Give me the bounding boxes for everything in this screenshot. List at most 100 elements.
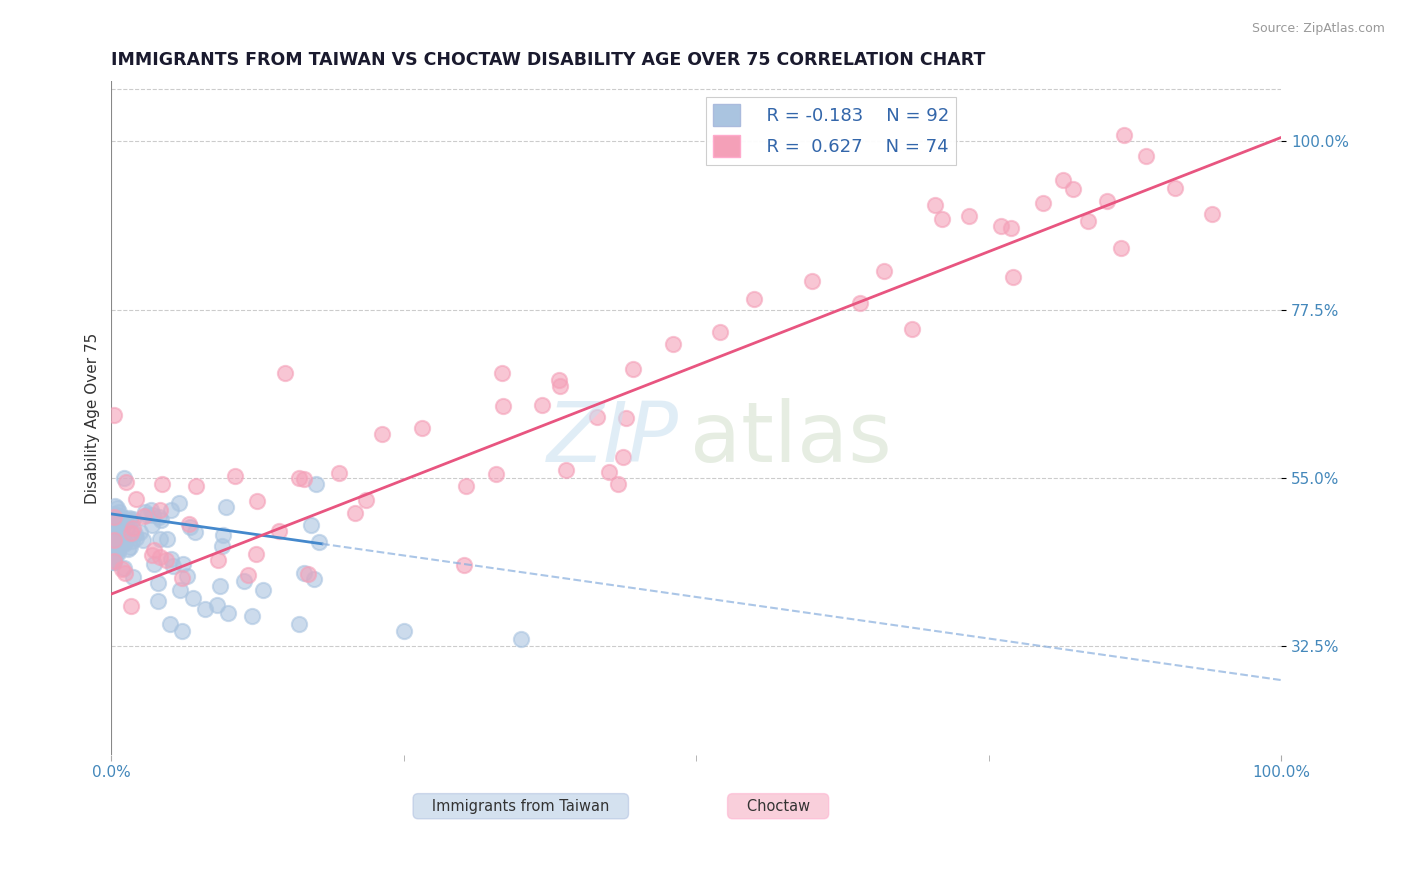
Point <box>118 510 141 524</box>
Point <box>1000 220 1022 235</box>
Point <box>108 505 131 519</box>
Point <box>170 571 193 585</box>
Point <box>485 467 508 482</box>
Point <box>122 512 145 526</box>
Point <box>149 549 172 564</box>
Point <box>118 513 141 527</box>
Point <box>139 503 162 517</box>
Point <box>115 521 138 535</box>
Point <box>103 552 125 566</box>
Point <box>184 524 207 539</box>
Point <box>170 624 193 639</box>
Point <box>169 583 191 598</box>
Point <box>194 602 217 616</box>
Point <box>548 378 571 392</box>
Point <box>1095 194 1118 209</box>
Point <box>159 616 181 631</box>
Point <box>128 524 150 539</box>
Point <box>103 509 125 524</box>
Point <box>125 531 148 545</box>
Point <box>217 606 239 620</box>
Point <box>598 465 620 479</box>
Point <box>103 507 125 521</box>
Point <box>1163 181 1185 195</box>
Point <box>103 515 125 529</box>
Point <box>215 500 238 515</box>
Point <box>162 559 184 574</box>
Point <box>801 274 824 288</box>
Point <box>236 568 259 582</box>
Point <box>181 591 204 605</box>
Point <box>149 513 172 527</box>
Point <box>184 479 207 493</box>
Point <box>252 583 274 598</box>
Point <box>132 533 155 547</box>
Point <box>1111 241 1133 255</box>
Point <box>207 553 229 567</box>
Point <box>142 508 165 522</box>
Point <box>661 337 683 351</box>
Point <box>103 522 125 536</box>
Point <box>110 535 132 549</box>
Point <box>246 494 269 508</box>
Point <box>612 450 634 464</box>
Point <box>114 566 136 581</box>
Point <box>108 513 131 527</box>
Point <box>104 539 127 553</box>
Text: ZIP: ZIP <box>547 398 679 479</box>
Point <box>292 566 315 580</box>
Point <box>454 479 477 493</box>
Point <box>121 534 143 549</box>
Point <box>134 506 156 520</box>
Point <box>287 616 309 631</box>
Point <box>101 510 124 524</box>
Point <box>115 475 138 489</box>
Point <box>148 575 170 590</box>
Point <box>117 541 139 556</box>
Point <box>141 517 163 532</box>
Point <box>105 537 128 551</box>
Point <box>742 292 765 306</box>
Point <box>179 519 201 533</box>
Text: IMMIGRANTS FROM TAIWAN VS CHOCTAW DISABILITY AGE OVER 75 CORRELATION CHART: IMMIGRANTS FROM TAIWAN VS CHOCTAW DISABI… <box>111 51 986 69</box>
Point <box>143 543 166 558</box>
Point <box>101 544 124 558</box>
Point <box>149 532 172 546</box>
Point <box>103 555 125 569</box>
Point <box>354 492 377 507</box>
Point <box>105 544 128 558</box>
Point <box>122 569 145 583</box>
Point <box>547 373 569 387</box>
Point <box>1114 128 1136 143</box>
Point <box>111 534 134 549</box>
Point <box>156 532 179 546</box>
Point <box>103 533 125 548</box>
Point <box>142 557 165 571</box>
Point <box>120 525 142 540</box>
Point <box>103 543 125 558</box>
Text: atlas: atlas <box>690 398 893 479</box>
Point <box>328 467 350 481</box>
Point <box>308 535 330 549</box>
Point <box>555 463 578 477</box>
Point <box>107 528 129 542</box>
Point <box>120 599 142 613</box>
Point <box>990 219 1012 233</box>
Legend:   R = -0.183    N = 92,   R =  0.627    N = 74: R = -0.183 N = 92, R = 0.627 N = 74 <box>706 97 956 165</box>
Point <box>114 534 136 549</box>
Point <box>152 477 174 491</box>
Point <box>1052 172 1074 186</box>
Point <box>1077 213 1099 227</box>
Point <box>1032 195 1054 210</box>
Point <box>112 471 135 485</box>
Y-axis label: Disability Age Over 75: Disability Age Over 75 <box>86 333 100 504</box>
Point <box>211 539 233 553</box>
Point <box>509 632 531 646</box>
Point <box>101 549 124 563</box>
Point <box>105 531 128 545</box>
Point <box>103 408 125 422</box>
Point <box>149 503 172 517</box>
Point <box>343 506 366 520</box>
Point <box>177 516 200 531</box>
Point <box>172 557 194 571</box>
